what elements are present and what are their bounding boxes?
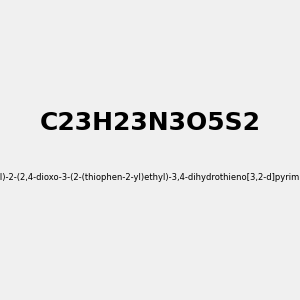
Text: N-(3,4-dimethoxybenzyl)-2-(2,4-dioxo-3-(2-(thiophen-2-yl)ethyl)-3,4-dihydrothien: N-(3,4-dimethoxybenzyl)-2-(2,4-dioxo-3-(…: [0, 172, 300, 182]
Text: C23H23N3O5S2: C23H23N3O5S2: [40, 111, 260, 135]
